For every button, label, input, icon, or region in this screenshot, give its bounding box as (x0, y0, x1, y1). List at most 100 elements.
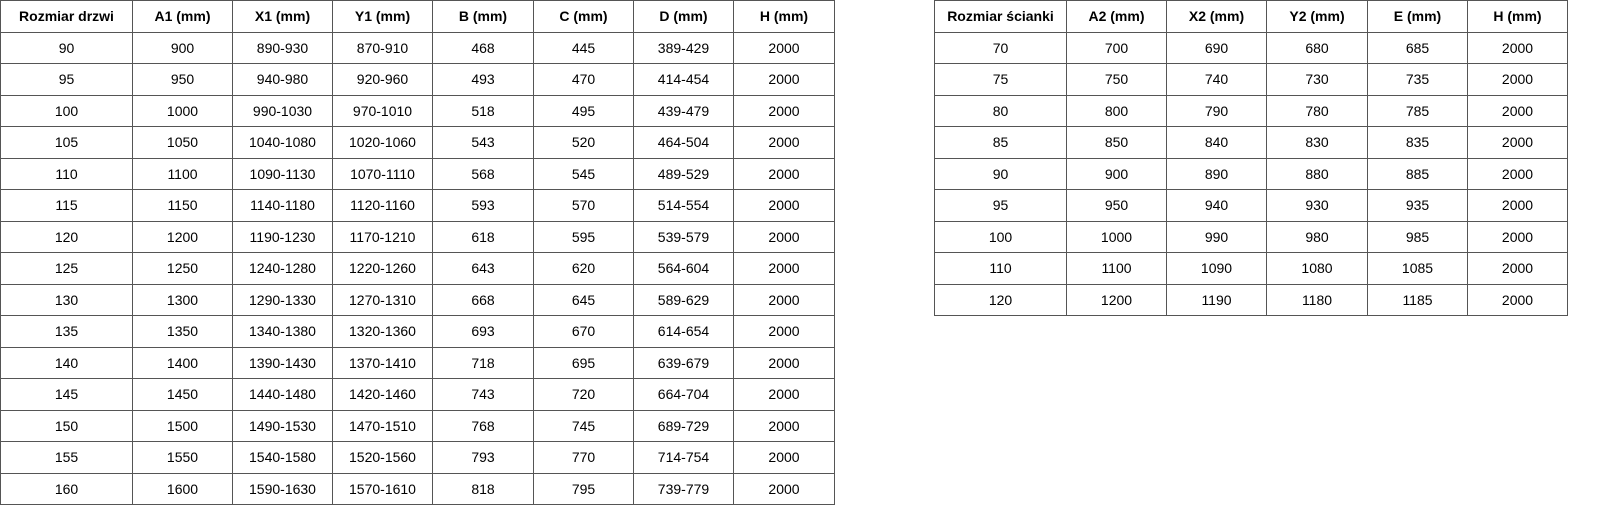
table-cell: 493 (432, 63, 534, 96)
table-cell: 2000 (733, 157, 835, 190)
table-cell: 90 (934, 157, 1067, 190)
table-cell: 1550 (132, 441, 233, 474)
table-cell: 1370-1410 (332, 346, 433, 379)
table-cell: 1000 (1066, 220, 1167, 253)
table-cell: 593 (432, 189, 534, 222)
table-cell: 1190 (1166, 283, 1267, 316)
table-row: 105 1050 1040-1080 1020-1060 543 520 464-504 20… (0, 126, 835, 159)
header-cell: Rozmiar ścianki (934, 0, 1067, 33)
table-cell: 850 (1066, 126, 1167, 159)
table-cell: 870-910 (332, 31, 433, 64)
table-cell: 795 (533, 472, 634, 505)
table-cell: 2000 (733, 31, 835, 64)
table-cell: 645 (533, 283, 634, 316)
table-cell: 620 (533, 252, 634, 285)
table-cell: 718 (432, 346, 534, 379)
table-cell: 150 (0, 409, 133, 442)
table-row: 115 1150 1140-1180 1120-1160 593 570 514-554 20… (0, 189, 835, 222)
header-cell: X1 (mm) (232, 0, 333, 33)
table-cell: 743 (432, 378, 534, 411)
table-cell: 468 (432, 31, 534, 64)
table-cell: 2000 (733, 94, 835, 127)
table-cell: 115 (0, 189, 133, 222)
table-row: 135 1350 1340-1380 1320-1360 693 670 614-654 20… (0, 315, 835, 348)
table-cell: 2000 (733, 378, 835, 411)
table-cell: 1090 (1166, 252, 1267, 285)
table-cell: 2000 (1467, 283, 1568, 316)
table-cell: 2000 (733, 441, 835, 474)
table-cell: 1220-1260 (332, 252, 433, 285)
table-cell: 125 (0, 252, 133, 285)
table-row: 140 1400 1390-1430 1370-1410 718 695 639-679 20… (0, 346, 835, 379)
table-cell: 145 (0, 378, 133, 411)
header-cell: Rozmiar drzwi (0, 0, 133, 33)
header-cell: Y1 (mm) (332, 0, 433, 33)
table-cell: 120 (0, 220, 133, 253)
table-cell: 690 (1166, 31, 1267, 64)
table-cell: 80 (934, 94, 1067, 127)
table-cell: 2000 (733, 346, 835, 379)
table-cell: 2000 (733, 252, 835, 285)
table-row: 90 900 890-930 870-910 468 445 389-429 2000 (0, 31, 835, 64)
table-cell: 445 (533, 31, 634, 64)
header-cell: H (mm) (1467, 0, 1568, 33)
table-cell: 1120-1160 (332, 189, 433, 222)
table-cell: 670 (533, 315, 634, 348)
header-cell: A2 (mm) (1066, 0, 1167, 33)
table-cell: 1470-1510 (332, 409, 433, 442)
table-cell: 2000 (1467, 252, 1568, 285)
table-cell: 543 (432, 126, 534, 159)
table-cell: 1590-1630 (232, 472, 333, 505)
table-cell: 464-504 (633, 126, 734, 159)
table-cell: 520 (533, 126, 634, 159)
table-cell: 720 (533, 378, 634, 411)
header-row: Rozmiar ścianki A2 (mm) X2 (mm) Y2 (mm) E (m… (934, 0, 1568, 33)
table-cell: 564-604 (633, 252, 734, 285)
table-cell: 105 (0, 126, 133, 159)
table-cell: 110 (0, 157, 133, 190)
table-cell: 2000 (1467, 126, 1568, 159)
table-cell: 980 (1266, 220, 1368, 253)
table-cell: 439-479 (633, 94, 734, 127)
table-cell: 2000 (733, 315, 835, 348)
table-cell: 1320-1360 (332, 315, 433, 348)
table-row: 125 1250 1240-1280 1220-1260 643 620 564-604 20… (0, 252, 835, 285)
table-cell: 1300 (132, 283, 233, 316)
table-cell: 990 (1166, 220, 1267, 253)
table-cell: 1090-1130 (232, 157, 333, 190)
table-cell: 2000 (1467, 220, 1568, 253)
table-cell: 1100 (132, 157, 233, 190)
wall-size-table: Rozmiar ścianki A2 (mm) X2 (mm) Y2 (mm) E (m… (934, 0, 1568, 316)
table-cell: 1085 (1367, 252, 1468, 285)
table-cell: 470 (533, 63, 634, 96)
table-cell: 2000 (1467, 63, 1568, 96)
table-cell: 680 (1266, 31, 1368, 64)
table-cell: 1040-1080 (232, 126, 333, 159)
table-cell: 818 (432, 472, 534, 505)
table-cell: 714-754 (633, 441, 734, 474)
table-cell: 840 (1166, 126, 1267, 159)
table-cell: 135 (0, 315, 133, 348)
header-cell: H (mm) (733, 0, 835, 33)
header-cell: E (mm) (1367, 0, 1468, 33)
header-cell: C (mm) (533, 0, 634, 33)
table-row: 110 1100 1090-1130 1070-1110 568 545 489-529 20… (0, 157, 835, 190)
table-cell: 785 (1367, 94, 1468, 127)
header-cell: X2 (mm) (1166, 0, 1267, 33)
table-cell: 1350 (132, 315, 233, 348)
header-cell: A1 (mm) (132, 0, 233, 33)
table-cell: 885 (1367, 157, 1468, 190)
table-cell: 685 (1367, 31, 1468, 64)
table-cell: 750 (1066, 63, 1167, 96)
header-cell: Y2 (mm) (1266, 0, 1368, 33)
table-cell: 668 (432, 283, 534, 316)
table-cell: 2000 (1467, 189, 1568, 222)
table-row: 80 800 790 780 785 2000 (934, 94, 1568, 127)
table-cell: 880 (1266, 157, 1368, 190)
table-row: 150 1500 1490-1530 1470-1510 768 745 689-729 20… (0, 409, 835, 442)
table-cell: 110 (934, 252, 1067, 285)
table-row: 100 1000 990 980 985 2000 (934, 220, 1568, 253)
table-cell: 618 (432, 220, 534, 253)
table-cell: 693 (432, 315, 534, 348)
